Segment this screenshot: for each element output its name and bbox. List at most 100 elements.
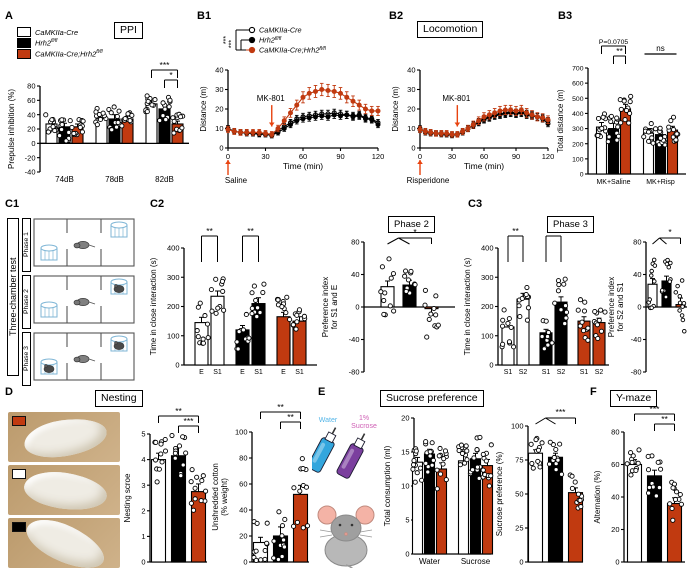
svg-text:Saline: Saline bbox=[225, 176, 248, 185]
svg-text:MK+Risp: MK+Risp bbox=[646, 179, 675, 186]
svg-text:400: 400 bbox=[167, 244, 180, 253]
genotype-swatch-icon bbox=[12, 416, 26, 426]
svg-text:S2: S2 bbox=[595, 369, 604, 376]
nest-photo-red bbox=[8, 412, 120, 462]
svg-text:**: ** bbox=[277, 404, 284, 412]
svg-text:-40: -40 bbox=[25, 168, 36, 177]
svg-text:20: 20 bbox=[611, 525, 619, 534]
legend-swatch-icon bbox=[17, 38, 31, 48]
svg-text:-80: -80 bbox=[631, 368, 642, 377]
c2i-svg: 0 100 200 300 400 Time in close interaction (… bbox=[149, 226, 317, 376]
svg-text:**: ** bbox=[175, 408, 182, 416]
legend-b1: CaMKIIa-Cre Hrh2fl/fl CaMKIIa-Cre;Hrh2fl/f… bbox=[222, 24, 386, 60]
phase-2-diagram bbox=[33, 275, 135, 329]
svg-text:75: 75 bbox=[515, 456, 523, 465]
svg-text:Water: Water bbox=[419, 557, 440, 566]
c2p-svg: -80 -40 0 40 80 Preference index for S1 and E * bbox=[321, 227, 455, 377]
panel-title-ymaze: Y-maze bbox=[610, 390, 658, 407]
svg-text:20: 20 bbox=[27, 125, 35, 134]
svg-text:25: 25 bbox=[515, 524, 523, 533]
svg-text:80: 80 bbox=[239, 454, 247, 463]
three-chamber-schematic: Three-chamber test Phase 1 Phase 2 Phase… bbox=[7, 218, 135, 386]
chart-c2-preference: -80 -40 0 40 80 Preference index for S1 and E * bbox=[320, 226, 458, 378]
svg-text:0: 0 bbox=[519, 558, 523, 567]
svg-text:Preference index: Preference index bbox=[321, 277, 330, 337]
three-chamber-phases: Phase 1 Phase 2 Phase 3 bbox=[22, 218, 135, 386]
svg-text:40: 40 bbox=[27, 110, 35, 119]
svg-text:0: 0 bbox=[411, 144, 415, 153]
svg-text:-20: -20 bbox=[25, 153, 36, 162]
svg-text:*: * bbox=[413, 227, 417, 237]
svg-text:10: 10 bbox=[401, 482, 409, 491]
svg-text:0: 0 bbox=[226, 152, 230, 161]
panel-letter-b3: B3 bbox=[558, 10, 573, 22]
chart-alternation: 0 20 40 60 80 Alternation (%) *** ** bbox=[592, 404, 688, 570]
chart-ppi: -40 -20 0 20 40 60 80 Prepulse inhibition (%) 74… bbox=[6, 60, 192, 186]
svg-text:40: 40 bbox=[215, 66, 223, 75]
chart-b2-timecourse: 0 10 20 30 40 0 30 60 90 120 Time (min) Distance (m… bbox=[390, 60, 556, 186]
svg-text:MK-801: MK-801 bbox=[257, 94, 286, 103]
svg-text:30: 30 bbox=[261, 152, 269, 161]
svg-text:Total distance (m): Total distance (m) bbox=[556, 89, 565, 152]
legend-a-row-0: CaMKIIa-Cre bbox=[17, 27, 103, 37]
svg-text:S1: S1 bbox=[213, 369, 222, 376]
svg-text:500: 500 bbox=[572, 96, 584, 103]
b1-svg: 0 10 20 30 40 0 30 60 90 120 Time (min) Distance (m… bbox=[199, 66, 384, 185]
legend-a-label: CaMKIIa-Cre;Hrh2fl/fl bbox=[35, 49, 103, 59]
dnest-svg: 0 1 2 3 4 5 Nesting scroe ***** bbox=[123, 406, 209, 567]
legend-a-label: Hrh2fl/fl bbox=[35, 38, 58, 48]
svg-text:10: 10 bbox=[215, 124, 223, 133]
phase-1-diagram bbox=[33, 218, 135, 272]
genotype-swatch-icon bbox=[12, 522, 26, 532]
b2-svg: 0 10 20 30 40 0 30 60 90 120 Time (min) Distance (m… bbox=[391, 66, 554, 185]
svg-text:**: ** bbox=[512, 226, 519, 236]
panel-letter-b1: B1 bbox=[197, 10, 212, 22]
svg-text:30: 30 bbox=[215, 85, 223, 94]
svg-text:3: 3 bbox=[141, 481, 145, 490]
svg-text:74dB: 74dB bbox=[55, 175, 74, 184]
svg-text:200: 200 bbox=[167, 302, 180, 311]
svg-text:Unshredded cotton: Unshredded cotton bbox=[211, 463, 220, 531]
svg-text:Sucrose: Sucrose bbox=[461, 557, 491, 566]
svg-text:S2: S2 bbox=[519, 369, 528, 376]
fym-svg: 0 20 40 60 80 Alternation (%) ***** bbox=[593, 404, 685, 567]
svg-text:Distance (m): Distance (m) bbox=[199, 86, 208, 132]
svg-text:1: 1 bbox=[141, 532, 145, 541]
svg-text:**: ** bbox=[206, 226, 213, 236]
svg-text:40: 40 bbox=[611, 493, 619, 502]
panel-title-sucrose: Sucrose preference bbox=[380, 390, 484, 407]
total-svg: 0 100 200 300 400 500 600 700 Total distance (m)… bbox=[556, 39, 686, 186]
svg-text:80: 80 bbox=[27, 82, 35, 91]
svg-text:***: *** bbox=[650, 406, 661, 414]
chart-total-consumption: 0 5 10 15 20 Total consumption (ml) Water Sucro… bbox=[382, 406, 494, 570]
panel-title-phase2: Phase 2 bbox=[388, 216, 435, 233]
svg-text:100: 100 bbox=[167, 331, 180, 340]
svg-text:30: 30 bbox=[448, 152, 456, 161]
svg-text:300: 300 bbox=[481, 273, 494, 282]
svg-text:20: 20 bbox=[239, 532, 247, 541]
svg-text:100: 100 bbox=[572, 156, 584, 163]
svg-text:60: 60 bbox=[611, 460, 619, 469]
svg-text:***: *** bbox=[160, 62, 171, 70]
svg-text:Prepulse inhibition (%): Prepulse inhibition (%) bbox=[7, 89, 16, 169]
nest-photo-black bbox=[8, 518, 120, 568]
chart-sucrose-preference: 0 25 50 75 100 Sucrose preference (%) *** bbox=[494, 406, 586, 570]
svg-text:200: 200 bbox=[572, 141, 584, 148]
panel-letter-b2: B2 bbox=[389, 10, 404, 22]
svg-text:***: *** bbox=[223, 36, 230, 44]
svg-text:Sucrose: Sucrose bbox=[351, 423, 377, 430]
three-chamber-label: Three-chamber test bbox=[7, 218, 19, 376]
svg-text:P=0.0705: P=0.0705 bbox=[599, 39, 629, 46]
svg-text:S1: S1 bbox=[542, 369, 551, 376]
svg-text:400: 400 bbox=[481, 244, 494, 253]
svg-text:CaMKIIa-Cre;Hrh2fl/fl: CaMKIIa-Cre;Hrh2fl/fl bbox=[259, 46, 327, 55]
chart-c3-interaction: 0 100 200 300 400 Time in close interaction (… bbox=[462, 226, 612, 378]
epref-svg: 0 25 50 75 100 Sucrose preference (%) *** bbox=[495, 407, 585, 567]
phase-1-label: Phase 1 bbox=[22, 218, 31, 272]
svg-text:***: *** bbox=[556, 407, 567, 417]
svg-text:Time (min): Time (min) bbox=[283, 161, 323, 171]
svg-text:60: 60 bbox=[299, 152, 307, 161]
svg-text:100: 100 bbox=[511, 422, 524, 431]
panel-title-nesting: Nesting bbox=[95, 390, 143, 407]
svg-text:30: 30 bbox=[407, 85, 415, 94]
